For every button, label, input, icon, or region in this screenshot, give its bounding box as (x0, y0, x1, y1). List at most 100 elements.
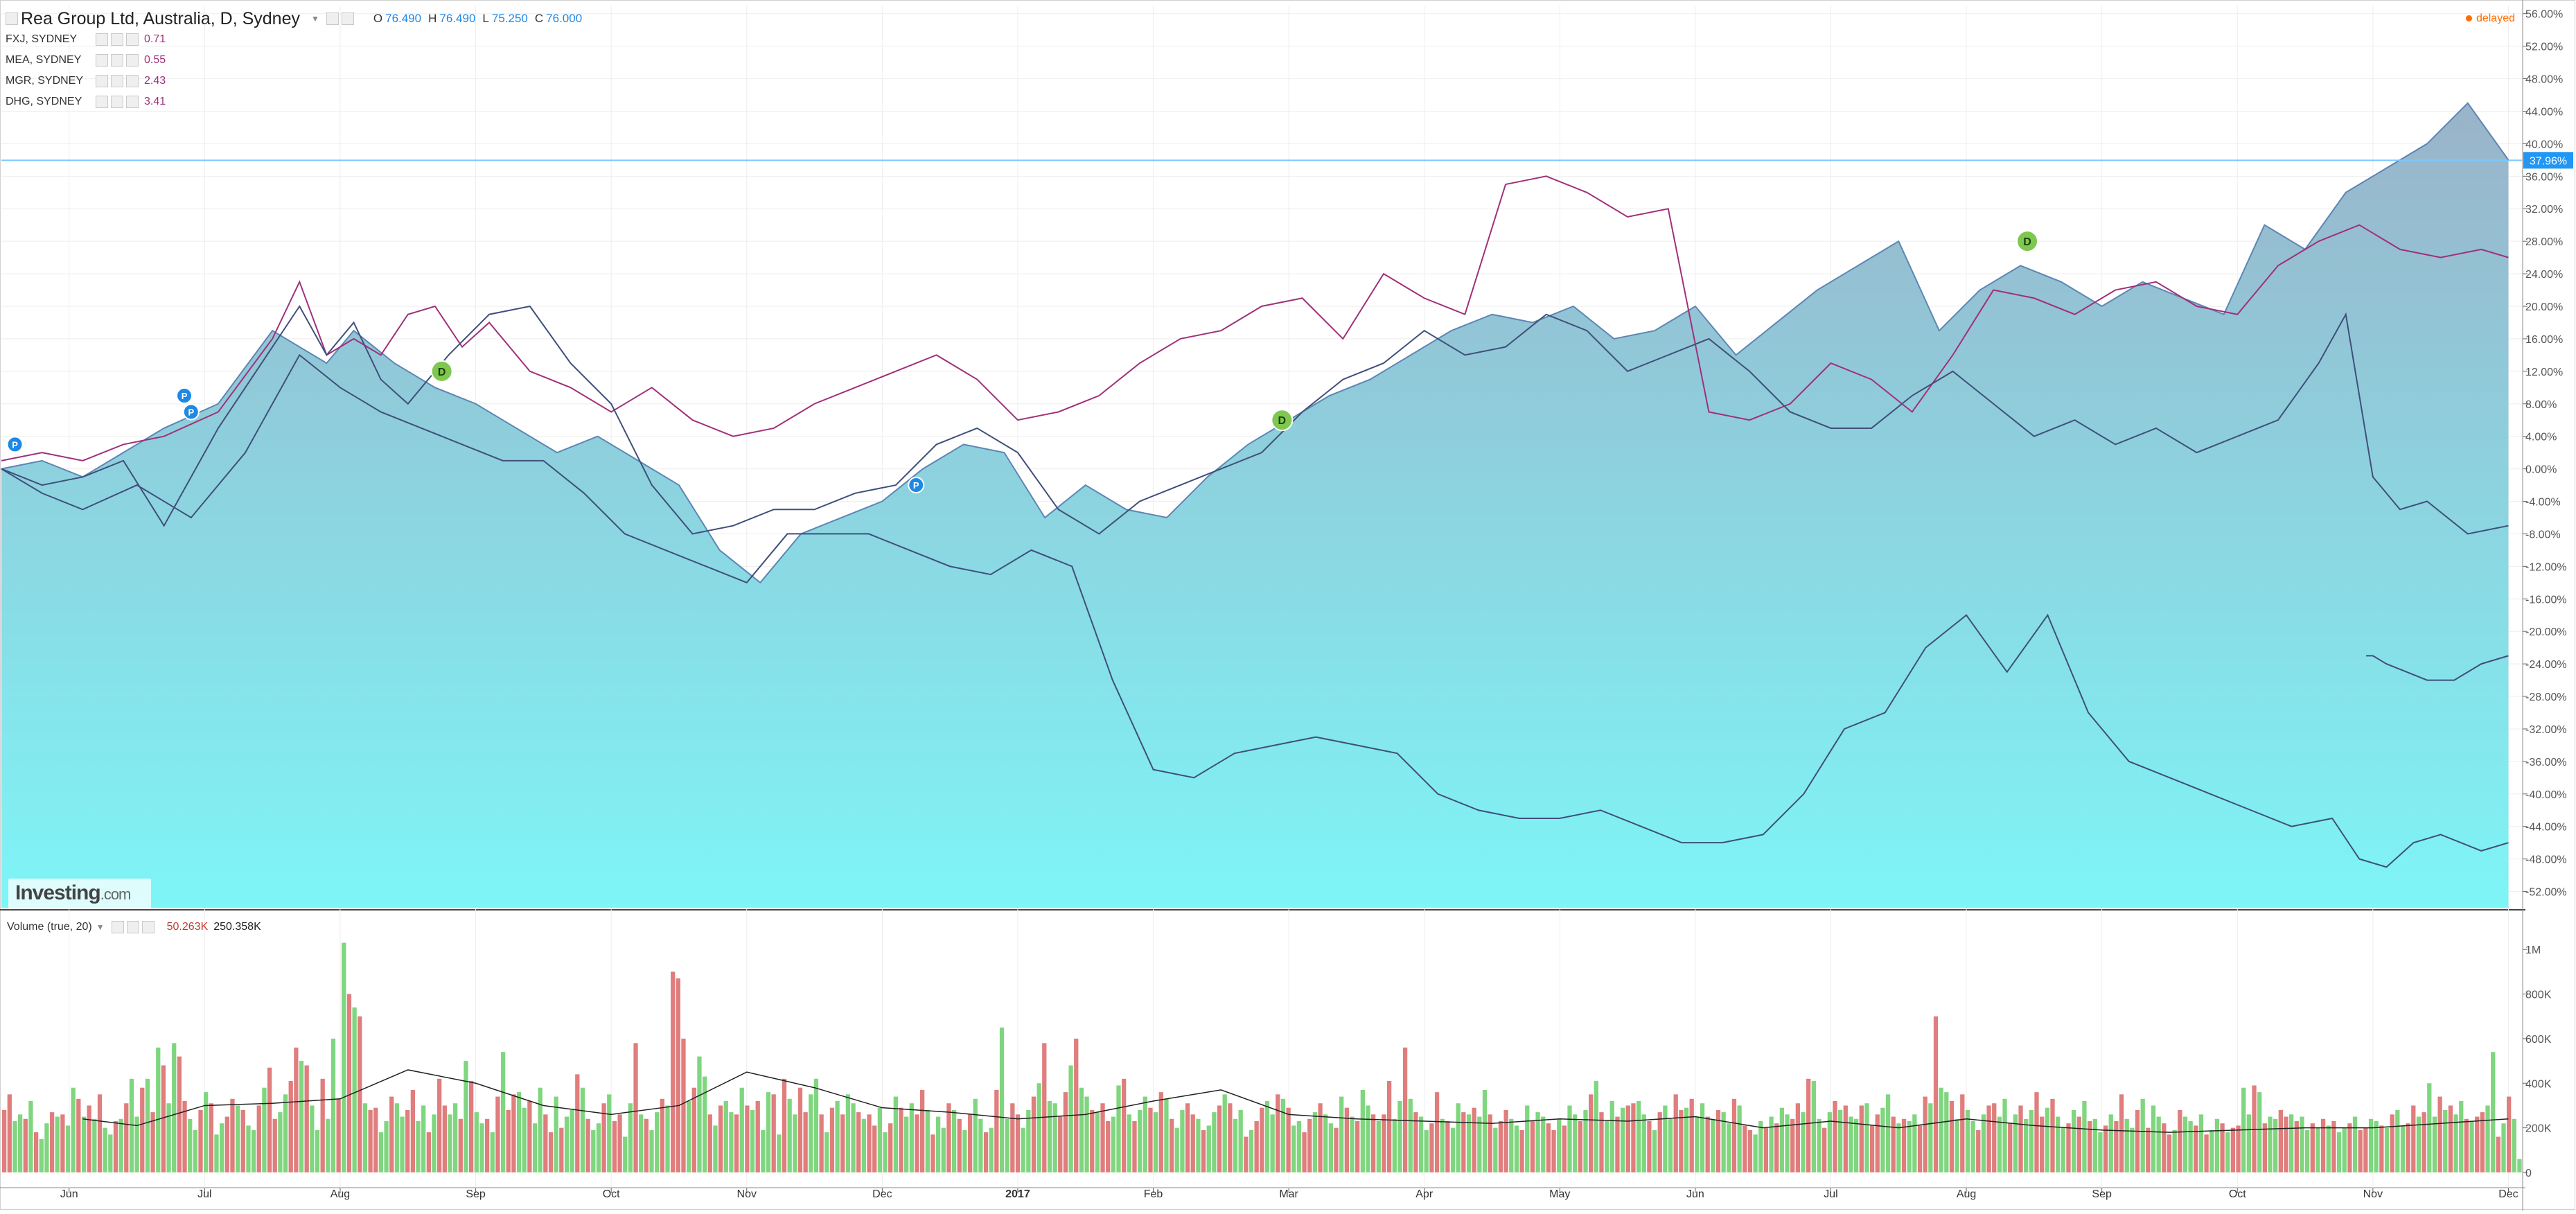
close-icon[interactable] (126, 54, 139, 67)
volume-bar (1339, 1096, 1344, 1172)
volume-bar (326, 1118, 330, 1172)
volume-bar (782, 1078, 787, 1172)
settings-icon[interactable] (111, 33, 123, 46)
vol-y-tick-label: 1M (2525, 944, 2541, 956)
x-tick-label: Sep (466, 1188, 486, 1200)
volume-legend[interactable]: Volume (true, 20) ▼ 50.263K 250.358K (7, 921, 261, 933)
compare-symbol[interactable]: DHG, SYDNEY (6, 96, 82, 107)
volume-bar (161, 1065, 166, 1172)
volume-bar (2156, 1116, 2161, 1172)
chevron-down-icon[interactable]: ▼ (96, 922, 105, 932)
volume-bar (2320, 1118, 2326, 1172)
volume-bar (755, 1101, 760, 1172)
volume-bar (2480, 1112, 2485, 1172)
settings-icon[interactable] (111, 75, 123, 87)
volume-bar (1965, 1109, 1970, 1172)
volume-bar (17, 1114, 23, 1172)
x-tick-label: 2017 (1005, 1188, 1030, 1200)
compare-symbol[interactable]: MGR, SYDNEY (6, 75, 84, 87)
volume-bar (2146, 1127, 2151, 1172)
close-icon[interactable] (126, 33, 139, 46)
volume-bar (394, 1103, 400, 1172)
volume-bar (713, 1125, 718, 1172)
compare-legend-mgr[interactable]: MGR, SYDNEY 2.43 (6, 71, 582, 91)
volume-bar (251, 1129, 256, 1172)
volume-bar (2443, 1109, 2448, 1172)
volume-bar (1769, 1116, 1774, 1172)
settings-icon[interactable] (111, 54, 123, 67)
visibility-icon[interactable] (96, 33, 108, 46)
volume-bar (342, 942, 346, 1172)
compare-legend-dhg[interactable]: DHG, SYDNEY 3.41 (6, 91, 582, 112)
volume-bar (28, 1101, 33, 1172)
volume-bar (1573, 1114, 1578, 1172)
settings-icon[interactable] (341, 12, 354, 25)
volume-bar (687, 1101, 691, 1172)
close-icon[interactable] (126, 75, 139, 87)
volume-title[interactable]: Volume (true, 20) (7, 921, 92, 933)
close-icon[interactable] (126, 96, 139, 108)
volume-bar (1901, 1118, 1907, 1172)
volume-bar (1302, 1132, 1307, 1172)
volume-bar (1647, 1120, 1652, 1172)
settings-icon[interactable] (126, 921, 139, 933)
collapse-legend-icon[interactable] (6, 12, 18, 25)
chevron-down-icon[interactable]: ▼ (311, 14, 319, 24)
volume-bar (1047, 1101, 1052, 1172)
visibility-icon[interactable] (96, 54, 108, 67)
close-icon[interactable] (141, 921, 155, 933)
volume-bar (1132, 1120, 1137, 1172)
volume-bar (1222, 1094, 1227, 1172)
volume-bar (495, 1096, 500, 1172)
main-series-title[interactable]: Rea Group Ltd, Australia, D, Sydney (21, 8, 300, 28)
x-tick-label: Jul (1824, 1188, 1837, 1200)
compare-legend-fxj[interactable]: FXJ, SYDNEY 0.71 (6, 29, 582, 50)
volume-bar (299, 1061, 304, 1172)
compare-legend-mea[interactable]: MEA, SYDNEY 0.55 (6, 50, 582, 71)
volume-bar (681, 1038, 686, 1172)
volume-bar (1212, 1112, 1217, 1172)
compare-symbol[interactable]: FXJ, SYDNEY (6, 33, 78, 45)
settings-icon[interactable] (111, 96, 123, 108)
volume-bar (358, 1016, 362, 1172)
volume-bar (1477, 1116, 1482, 1172)
volume-bar (2384, 1127, 2390, 1172)
volume-bar (1885, 1094, 1891, 1172)
main-series-legend[interactable]: Rea Group Ltd, Australia, D, Sydney ▼ O … (6, 8, 582, 29)
y-tick-label: -8.00% (2525, 529, 2561, 540)
volume-bar (33, 1132, 39, 1172)
visibility-icon[interactable] (96, 96, 108, 108)
split-marker: P (6, 436, 24, 453)
ohlc-low-label: L (482, 12, 489, 25)
volume-bar (1960, 1094, 1965, 1172)
volume-bar (464, 1061, 468, 1172)
volume-bar (1546, 1123, 1551, 1172)
volume-bar (1180, 1109, 1185, 1172)
volume-bar (1806, 1078, 1811, 1172)
volume-bar (2252, 1085, 2257, 1172)
visibility-icon[interactable] (111, 921, 124, 933)
volume-value: 50.263K (166, 921, 209, 933)
volume-bar (766, 1092, 771, 1172)
volume-bar (1827, 1112, 1832, 1172)
volume-bar (2246, 1114, 2252, 1172)
volume-bar (310, 1105, 315, 1172)
visibility-icon[interactable] (326, 12, 339, 25)
volume-bar (691, 1087, 696, 1172)
y-tick-label: -16.00% (2525, 594, 2567, 606)
volume-bar (697, 1056, 702, 1172)
volume-bar (1185, 1103, 1190, 1172)
x-tick-label: Dec (872, 1188, 892, 1200)
volume-bar (554, 1096, 558, 1172)
volume-bar (500, 1052, 506, 1172)
volume-bar (240, 1109, 245, 1172)
volume-bar (1318, 1103, 1323, 1172)
visibility-icon[interactable] (96, 75, 108, 87)
compare-symbol[interactable]: MEA, SYDNEY (6, 54, 82, 66)
volume-bar (644, 1118, 649, 1172)
volume-bar (1689, 1098, 1694, 1172)
volume-bar (2485, 1105, 2490, 1172)
